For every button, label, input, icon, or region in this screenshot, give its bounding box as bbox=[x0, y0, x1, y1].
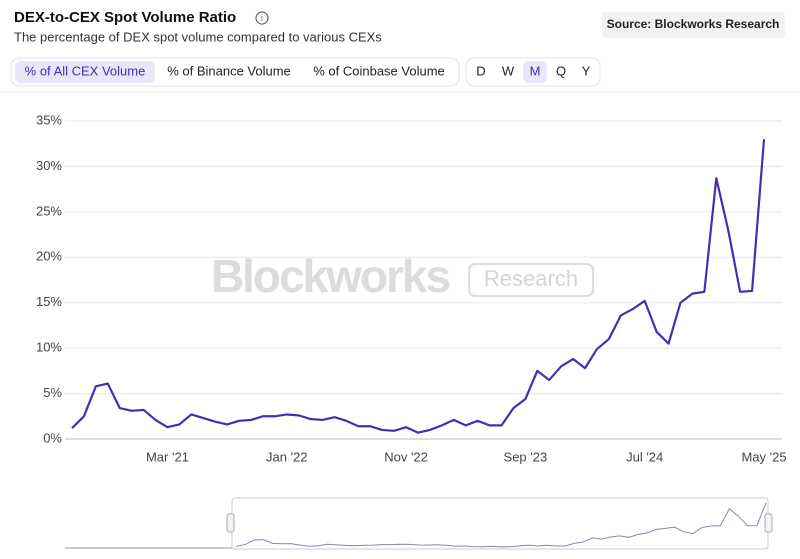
watermark: Blockworks bbox=[211, 250, 450, 302]
info-glyph: i bbox=[261, 13, 263, 23]
y-tick-label: 30% bbox=[36, 158, 62, 173]
navigator-handle[interactable] bbox=[764, 513, 773, 533]
x-tick-label: Nov '22 bbox=[384, 449, 428, 464]
info-icon[interactable] bbox=[255, 11, 269, 25]
period[interactable]: Q bbox=[556, 63, 566, 78]
y-tick-label: 35% bbox=[36, 112, 62, 127]
period[interactable]: D bbox=[476, 63, 485, 78]
y-tick-label: 5% bbox=[43, 385, 62, 400]
subtitle: The percentage of DEX spot volume compar… bbox=[14, 29, 382, 44]
tab[interactable]: % of Coinbase Volume bbox=[313, 63, 445, 78]
y-tick-label: 0% bbox=[43, 430, 62, 445]
source-badge[interactable] bbox=[602, 12, 785, 38]
period-active-bg bbox=[523, 61, 547, 83]
x-tick-label: Jan '22 bbox=[266, 449, 308, 464]
tab[interactable]: % of Binance Volume bbox=[167, 63, 291, 78]
period[interactable]: M bbox=[530, 63, 541, 78]
y-tick-label: 25% bbox=[36, 203, 62, 218]
x-tick-label: Mar '21 bbox=[146, 449, 189, 464]
watermark-badge bbox=[468, 263, 594, 297]
x-tick-label: Sep '23 bbox=[504, 449, 548, 464]
tab-active-bg bbox=[15, 61, 155, 83]
period[interactable]: W bbox=[502, 63, 515, 78]
x-tick-label: Jul '24 bbox=[626, 449, 663, 464]
y-tick-label: 20% bbox=[36, 249, 62, 264]
watermark: Research bbox=[484, 266, 578, 291]
x-tick-label: May '25 bbox=[741, 449, 786, 464]
title: DEX-to-CEX Spot Volume Ratio bbox=[14, 9, 236, 26]
navigator-handle[interactable] bbox=[226, 513, 235, 533]
series-line bbox=[71, 139, 766, 434]
navigator-line bbox=[235, 502, 767, 548]
y-tick-label: 15% bbox=[36, 294, 62, 309]
tab[interactable]: % of All CEX Volume bbox=[25, 63, 146, 78]
y-tick-label: 10% bbox=[36, 340, 62, 355]
source-text: Source: Blockworks Research bbox=[607, 17, 780, 31]
navigator-window[interactable] bbox=[231, 497, 769, 550]
period[interactable]: Y bbox=[582, 63, 591, 78]
